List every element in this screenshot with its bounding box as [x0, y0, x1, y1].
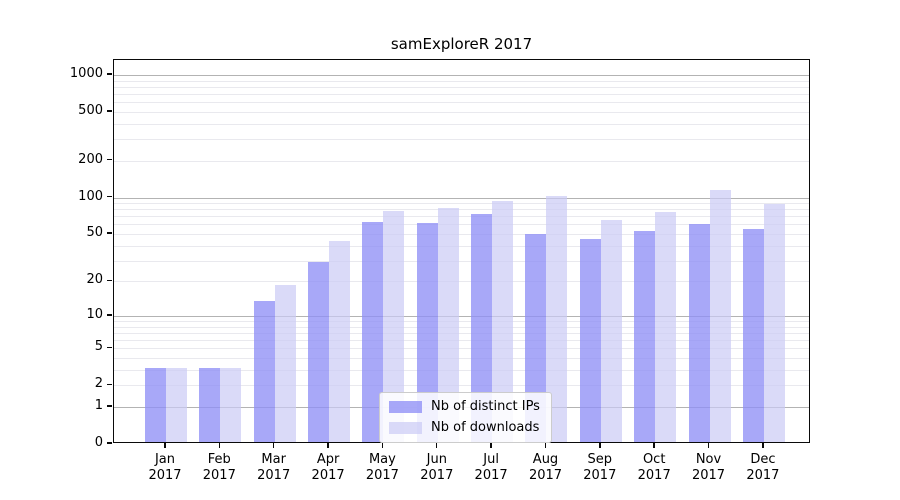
bar-distinct-ips-apr	[308, 262, 330, 442]
minor-gridline	[114, 216, 809, 218]
x-tick-label: Mar 2017	[257, 452, 291, 483]
minor-gridline	[114, 203, 809, 204]
legend-entry-downloads: Nb of downloads	[389, 420, 540, 435]
minor-gridline	[114, 160, 809, 162]
bar-distinct-ips-sep	[579, 238, 601, 442]
y-tick	[107, 195, 112, 198]
x-tick	[599, 443, 601, 448]
bar-downloads-may	[383, 211, 405, 442]
bar-distinct-ips-may	[362, 221, 384, 442]
x-tick	[164, 443, 166, 448]
y-tick-label: 10	[86, 306, 103, 322]
bar-downloads-jun	[437, 207, 459, 442]
x-tick	[435, 443, 438, 448]
legend-label-downloads: Nb of downloads	[431, 420, 540, 435]
bar-downloads-sep	[600, 219, 622, 442]
minor-gridline	[114, 94, 809, 95]
y-tick	[107, 73, 112, 75]
bar-downloads-dec	[763, 204, 785, 442]
y-tick-label: 20	[86, 272, 103, 288]
y-tick	[107, 346, 112, 349]
x-tick	[272, 443, 275, 448]
x-tick-label: Feb 2017	[202, 452, 236, 483]
minor-gridline	[114, 80, 809, 82]
legend-swatch-distinct-ips	[389, 400, 422, 413]
bar-distinct-ips-dec	[742, 228, 764, 442]
y-tick	[107, 405, 112, 407]
x-tick	[762, 443, 764, 448]
bar-distinct-ips-jun	[416, 223, 438, 442]
y-tick	[107, 232, 112, 234]
y-tick	[107, 110, 112, 112]
bar-distinct-ips-mar	[253, 301, 275, 442]
y-tick-label: 500	[78, 102, 103, 118]
x-tick	[327, 443, 329, 448]
x-tick-label: Jun 2017	[420, 452, 454, 483]
x-tick-label: Dec 2017	[746, 452, 780, 483]
bar-downloads-apr	[329, 241, 351, 442]
x-tick-label: Aug 2017	[528, 452, 563, 483]
bar-downloads-nov	[709, 190, 731, 442]
legend: Nb of distinct IPs Nb of downloads	[379, 392, 552, 443]
x-tick-label: Oct 2017	[637, 452, 671, 483]
x-tick	[544, 443, 547, 448]
bar-distinct-ips-oct	[634, 230, 656, 442]
y-tick	[107, 314, 112, 316]
y-tick-label: 0	[94, 435, 103, 450]
minor-gridline	[114, 123, 809, 125]
bar-distinct-ips-feb	[199, 367, 221, 442]
minor-gridline	[114, 102, 809, 104]
y-tick	[107, 442, 112, 444]
x-tick-label: Jul 2017	[474, 452, 508, 483]
minor-gridline	[114, 111, 809, 113]
bar-downloads-feb	[220, 367, 242, 442]
chart-title: samExploreR 2017	[390, 35, 533, 53]
legend-entry-distinct-ips: Nb of distinct IPs	[389, 399, 540, 414]
x-tick-label: Nov 2017	[691, 452, 726, 483]
plot-area: Nb of distinct IPs Nb of downloads	[113, 59, 810, 443]
y-tick-label: 200	[78, 151, 103, 167]
minor-gridline	[114, 139, 809, 141]
y-tick-label: 2	[94, 376, 103, 392]
minor-gridline	[114, 209, 809, 211]
y-tick-label: 5	[94, 339, 103, 355]
y-tick-label: 100	[78, 188, 103, 204]
bar-distinct-ips-jan	[145, 367, 166, 442]
y-tick-label: 50	[86, 225, 103, 240]
x-tick	[490, 443, 492, 448]
x-tick	[653, 443, 655, 448]
bar-distinct-ips-nov	[688, 224, 710, 442]
legend-swatch-downloads	[389, 421, 422, 434]
x-tick-label: May 2017	[365, 452, 399, 483]
bar-downloads-aug	[546, 195, 568, 442]
major-gridline	[114, 197, 809, 199]
x-tick	[707, 443, 710, 448]
legend-label-distinct-ips: Nb of distinct IPs	[431, 399, 540, 414]
x-tick-label: Jan 2017	[148, 452, 182, 483]
bar-downloads-oct	[655, 212, 677, 442]
x-tick	[218, 443, 221, 448]
y-tick-label: 1000	[69, 65, 103, 81]
y-tick	[107, 279, 112, 282]
x-tick-label: Sep 2017	[583, 452, 617, 483]
bar-distinct-ips-jul	[471, 214, 493, 442]
bar-downloads-mar	[274, 284, 296, 442]
x-tick-label: Apr 2017	[311, 452, 345, 483]
y-tick	[107, 383, 112, 386]
minor-gridline	[114, 86, 809, 88]
x-tick	[381, 443, 384, 448]
y-tick-label: 1	[94, 398, 103, 413]
y-tick	[107, 158, 112, 161]
bar-downloads-jan	[166, 367, 187, 442]
bar-downloads-jul	[492, 200, 514, 442]
major-gridline	[114, 74, 809, 76]
bar-distinct-ips-aug	[525, 234, 547, 442]
